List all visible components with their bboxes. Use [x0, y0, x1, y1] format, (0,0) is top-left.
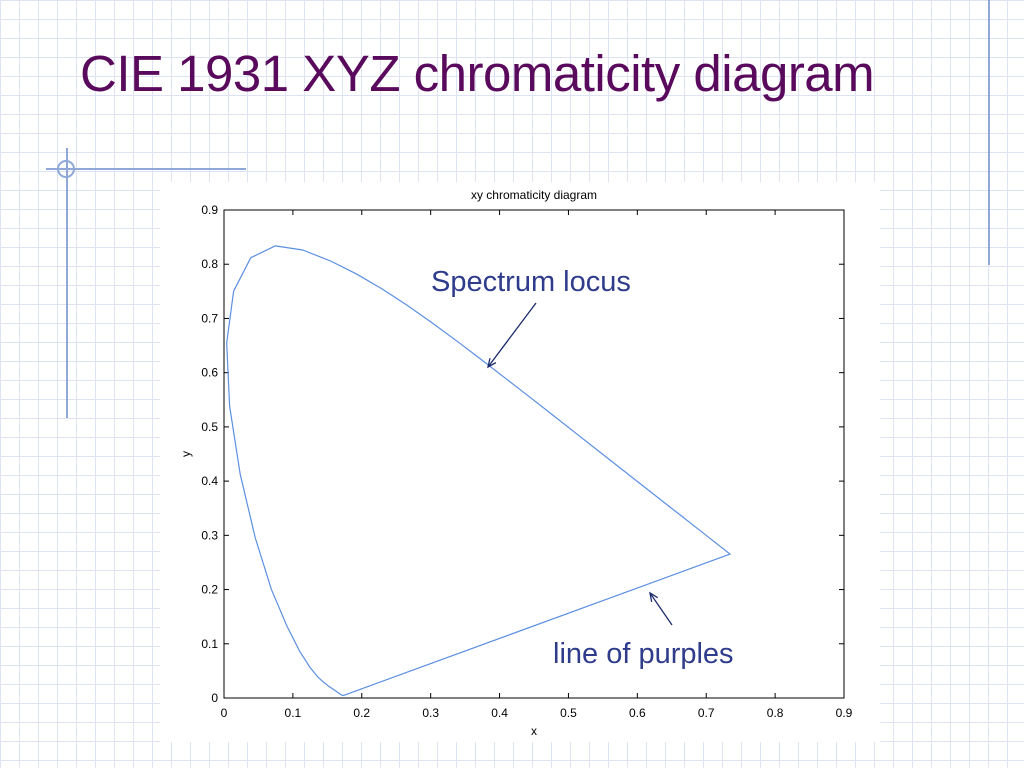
x-tick-label: 0.9	[836, 706, 853, 720]
x-tick-label: 0.3	[422, 706, 439, 720]
y-tick-label: 0.8	[201, 257, 218, 271]
y-tick-label: 0	[211, 691, 218, 705]
decorative-ring	[57, 160, 75, 178]
x-tick-label: 0.5	[560, 706, 577, 720]
x-tick-label: 0	[221, 706, 228, 720]
line-of-purples-arrow-shaft	[649, 592, 673, 626]
plot-frame	[223, 209, 845, 699]
spectrum-locus-curve	[226, 245, 731, 697]
x-tick-label: 0.4	[491, 706, 508, 720]
decorative-vertical-line-right	[988, 0, 990, 265]
x-tick-label: 0.6	[629, 706, 646, 720]
spectrum-locus-label: Spectrum locus	[431, 266, 631, 298]
line-of-purples-arrow-head	[649, 591, 659, 602]
decorative-vertical-line-left	[66, 148, 68, 418]
page-title: CIE 1931 XYZ chromaticity diagram	[80, 45, 875, 102]
chart-panel: 0 0.1 0.2 0.3 0.4 0.5 0.6 0.7 0.8 0.9 0 0.1 0.2 0.3 0.…	[160, 182, 880, 742]
y-tick-label: 0.9	[201, 203, 218, 217]
x-tick-label: 0.7	[698, 706, 715, 720]
y-tick-label: 0.2	[201, 583, 218, 597]
y-tick-label: 0.5	[201, 420, 218, 434]
decorative-horizontal-line	[46, 168, 246, 170]
y-tick-label: 0.4	[201, 474, 218, 488]
chromaticity-chart: 0 0.1 0.2 0.3 0.4 0.5 0.6 0.7 0.8 0.9 0 0.1 0.2 0.3 0.…	[179, 188, 853, 738]
spectrum-locus-arrow-head	[487, 358, 497, 369]
line-of-purples-label: line of purples	[553, 638, 734, 670]
y-tick-label: 0.3	[201, 528, 218, 542]
x-tick-label: 0.1	[285, 706, 302, 720]
chart-title: xy chromaticity diagram	[471, 188, 597, 202]
y-tick-label: 0.1	[201, 637, 218, 651]
spectrum-locus-arrow-shaft	[487, 302, 537, 368]
y-tick-label: 0.7	[201, 311, 218, 325]
x-tick-label: 0.2	[353, 706, 370, 720]
x-tick-label: 0.8	[767, 706, 784, 720]
y-tick-label: 0.6	[201, 366, 218, 380]
y-axis-label: y	[179, 451, 193, 457]
x-axis-label: x	[531, 724, 537, 738]
